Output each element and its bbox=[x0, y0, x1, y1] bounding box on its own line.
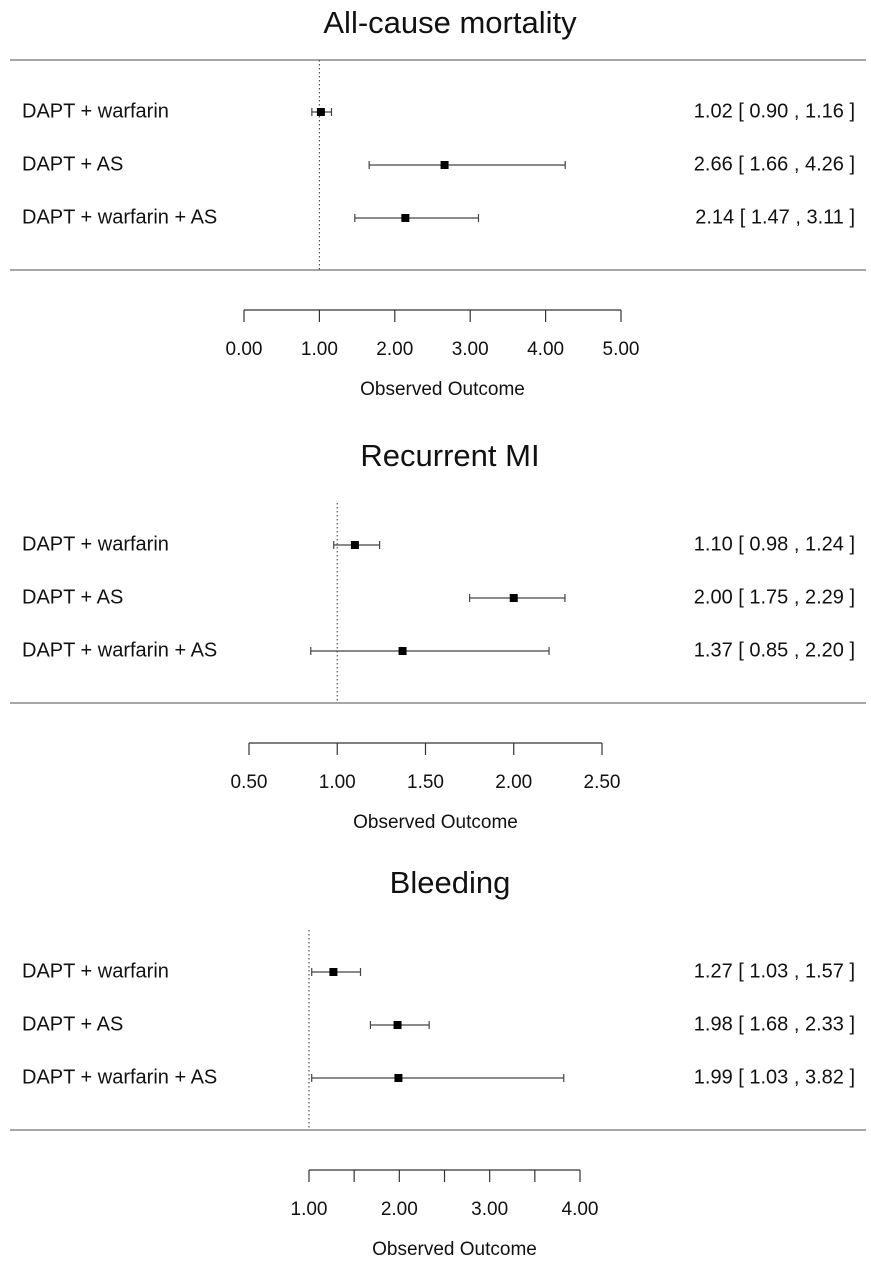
x-tick-label: 3.00 bbox=[471, 1199, 508, 1220]
point-estimate bbox=[398, 647, 407, 655]
value-label: 2.14 [ 1.47 , 3.11 ] bbox=[695, 206, 855, 228]
row-label: DAPT + AS bbox=[22, 1013, 123, 1035]
row-label: DAPT + AS bbox=[22, 586, 123, 608]
value-label: 1.98 [ 1.68 , 2.33 ] bbox=[694, 1013, 855, 1035]
x-tick-label: 1.00 bbox=[291, 1199, 328, 1220]
point-estimate bbox=[440, 161, 449, 169]
x-tick-label: 2.50 bbox=[584, 772, 621, 793]
x-tick-label: 2.00 bbox=[495, 772, 532, 793]
row-label: DAPT + AS bbox=[22, 153, 123, 175]
row-label: DAPT + warfarin bbox=[22, 533, 169, 555]
value-label: 1.27 [ 1.03 , 1.57 ] bbox=[694, 960, 855, 982]
value-label: 2.00 [ 1.75 , 2.29 ] bbox=[694, 586, 855, 608]
point-estimate bbox=[316, 108, 325, 116]
row-label: DAPT + warfarin + AS bbox=[22, 1066, 217, 1088]
x-tick-label: 2.00 bbox=[376, 339, 413, 360]
point-estimate bbox=[394, 1074, 403, 1082]
row-label: DAPT + warfarin + AS bbox=[22, 639, 217, 661]
value-label: 1.99 [ 1.03 , 3.82 ] bbox=[694, 1066, 855, 1088]
row-label: DAPT + warfarin + AS bbox=[22, 206, 217, 228]
point-estimate bbox=[329, 968, 338, 976]
x-tick-label: 0.50 bbox=[231, 772, 268, 793]
value-label: 1.10 [ 0.98 , 1.24 ] bbox=[694, 533, 855, 555]
point-estimate bbox=[350, 541, 359, 549]
value-label: 1.02 [ 0.90 , 1.16 ] bbox=[694, 100, 855, 122]
point-estimate bbox=[393, 1021, 402, 1029]
x-tick-label: 5.00 bbox=[603, 339, 640, 360]
x-tick-label: 1.50 bbox=[407, 772, 444, 793]
value-label: 1.37 [ 0.85 , 2.20 ] bbox=[694, 639, 855, 661]
x-tick-label: 1.00 bbox=[301, 339, 338, 360]
x-tick-label: 4.00 bbox=[527, 339, 564, 360]
panel-title: Bleeding bbox=[390, 865, 511, 900]
x-tick-label: 4.00 bbox=[562, 1199, 599, 1220]
x-axis-label: Observed Outcome bbox=[360, 379, 525, 400]
x-tick-label: 3.00 bbox=[452, 339, 489, 360]
panel-title: Recurrent MI bbox=[360, 438, 539, 473]
row-label: DAPT + warfarin bbox=[22, 100, 169, 122]
x-tick-label: 1.00 bbox=[319, 772, 356, 793]
x-tick-label: 0.00 bbox=[226, 339, 263, 360]
x-axis-label: Observed Outcome bbox=[353, 812, 518, 833]
point-estimate bbox=[401, 214, 410, 222]
panel-title: All-cause mortality bbox=[323, 5, 577, 40]
value-label: 2.66 [ 1.66 , 4.26 ] bbox=[694, 153, 855, 175]
x-tick-label: 2.00 bbox=[381, 1199, 418, 1220]
x-axis-label: Observed Outcome bbox=[372, 1239, 537, 1260]
row-label: DAPT + warfarin bbox=[22, 960, 169, 982]
point-estimate bbox=[509, 594, 518, 602]
